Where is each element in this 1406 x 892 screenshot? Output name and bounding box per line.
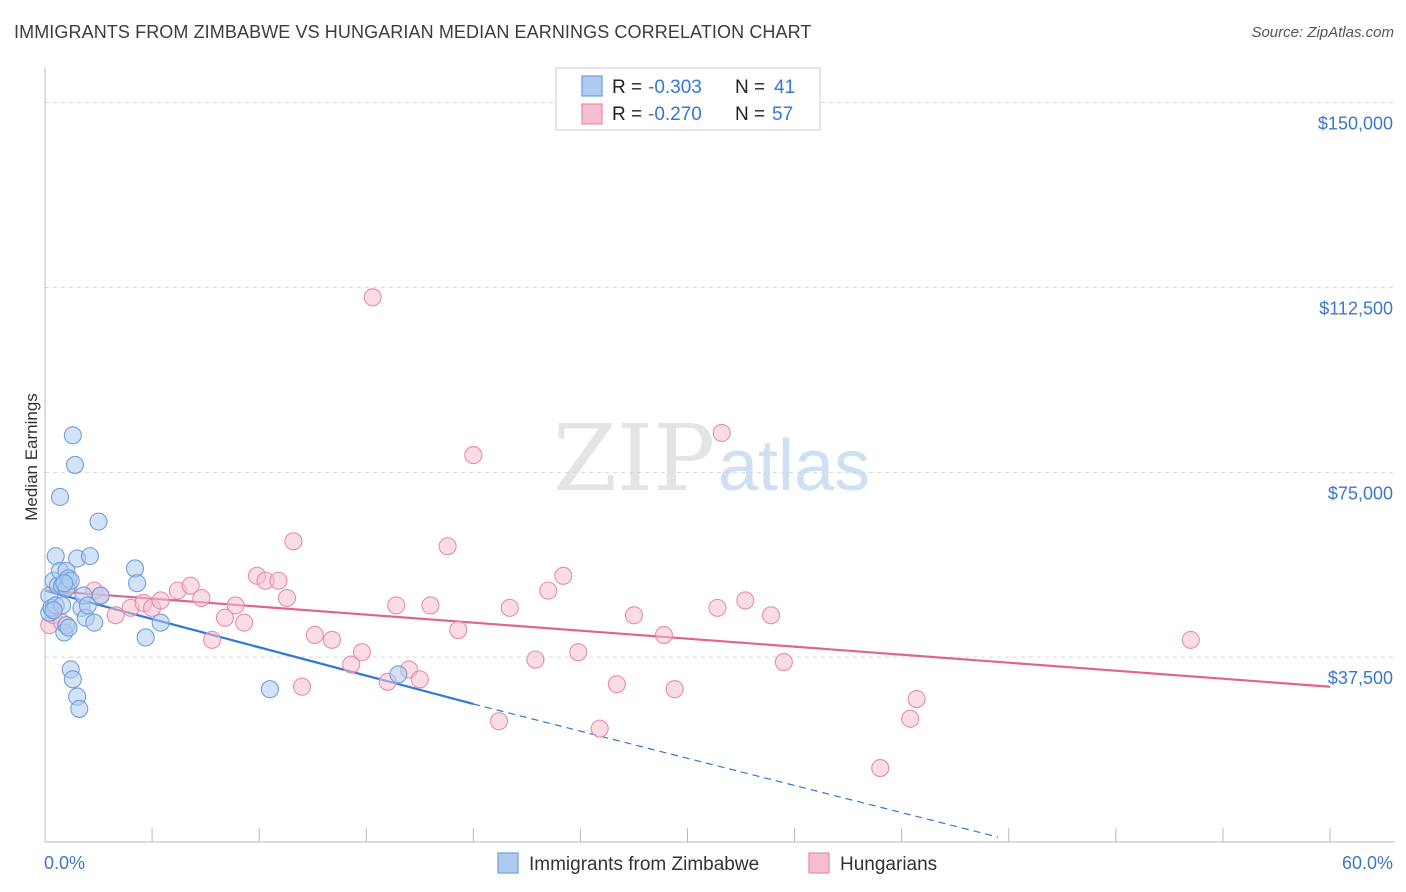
point-hungarians [624,606,644,625]
legend-n-value-2: 57 [772,104,793,125]
point-hungarians [363,288,382,307]
legend-r-label-1: R = [612,77,642,98]
legend-swatch-pink [581,103,603,125]
point-zimbabwe [80,547,100,566]
point-hungarians [708,598,727,617]
point-hungarians [607,675,626,694]
watermark-atlas: atlas [718,426,870,506]
tick-labels: $37,500 $75,000 $112,500 $150,000 0.0% 60.0% [44,114,1393,873]
point-zimbabwe [151,613,170,632]
point-zimbabwe [55,574,74,593]
point-hungarians [203,630,222,649]
legend-swatch-blue [581,75,603,97]
point-hungarians [712,423,731,442]
point-hungarians [901,709,920,728]
legend-r-value-1: -0.303 [648,77,702,98]
stats-legend: R = -0.303 N = 41 R = -0.270 N = 57 [555,67,821,131]
point-zimbabwe [85,613,104,632]
point-hungarians [526,650,545,669]
axes [44,67,1395,843]
point-hungarians [235,613,254,632]
point-hungarians [774,653,793,672]
point-hungarians [500,598,519,617]
y-axis-label: Median Earnings [22,393,41,521]
point-hungarians [421,596,440,615]
point-hungarians [590,719,609,738]
point-hungarians [449,621,468,640]
point-hungarians [226,596,245,615]
series-legend: Immigrants from Zimbabwe Hungarians [497,852,937,875]
point-zimbabwe [78,596,97,615]
point-zimbabwe [89,512,108,531]
point-hungarians [654,625,673,645]
point-hungarians [292,677,312,696]
point-hungarians [106,606,125,625]
point-zimbabwe [44,601,63,620]
series-legend-label-hungarians: Hungarians [840,854,937,875]
point-hungarians [438,537,457,556]
point-zimbabwe [125,559,144,578]
data-points [40,288,1200,778]
point-hungarians [569,643,588,662]
chart-source: Source: ZipAtlas.com [1251,24,1394,41]
point-hungarians [342,655,361,674]
trend-line-hungarians [44,589,1331,688]
legend-n-label-2: N = [735,104,765,125]
point-zimbabwe [65,455,85,474]
point-hungarians [410,670,429,689]
point-hungarians [554,566,573,585]
point-zimbabwe [128,574,147,593]
point-hungarians [736,591,755,610]
legend-n-value-1: 41 [774,77,795,98]
legend-r-label-2: R = [612,104,642,125]
point-hungarians [269,571,288,590]
x-tick-label-max: 60.0% [1342,853,1393,873]
y-tick-label: $37,500 [1328,668,1393,688]
point-hungarians [277,588,297,608]
point-hungarians [181,576,200,595]
point-hungarians [489,712,509,731]
point-hungarians [761,606,781,625]
series-legend-swatch-zimbabwe [497,852,519,874]
point-zimbabwe [70,699,89,718]
point-hungarians [464,446,483,465]
trend-line-zimbabwe-extrapolated [473,703,999,838]
watermark-zip: ZIP [553,405,715,512]
point-hungarians [665,680,684,699]
point-hungarians [387,596,406,615]
point-zimbabwe [136,628,155,647]
gridlines [45,102,1395,658]
legend-r-value-2: -0.270 [648,104,702,125]
y-tick-label: $75,000 [1328,483,1393,503]
legend-n-label-1: N = [735,77,765,98]
point-zimbabwe [59,618,78,637]
point-hungarians [305,625,324,645]
point-hungarians [539,581,558,600]
point-hungarians [284,532,303,551]
series-legend-swatch-hungarians [808,852,830,874]
point-hungarians [907,690,926,709]
point-hungarians [1181,630,1200,649]
point-zimbabwe [63,670,82,689]
point-hungarians [151,591,170,610]
point-zimbabwe [50,487,70,507]
point-hungarians [352,643,372,662]
series-legend-label-zimbabwe: Immigrants from Zimbabwe [529,854,759,875]
point-hungarians [322,630,342,649]
y-tick-label: $150,000 [1318,114,1393,134]
point-zimbabwe [91,586,110,605]
point-zimbabwe [63,426,82,445]
point-zimbabwe [389,665,408,684]
point-hungarians [192,588,211,608]
y-tick-label: $112,500 [1319,298,1393,318]
chart-title: IMMIGRANTS FROM ZIMBABWE VS HUNGARIAN ME… [14,22,812,42]
point-hungarians [215,608,234,627]
x-tick-label-min: 0.0% [44,853,85,873]
point-zimbabwe [260,680,279,699]
point-hungarians [871,759,890,778]
